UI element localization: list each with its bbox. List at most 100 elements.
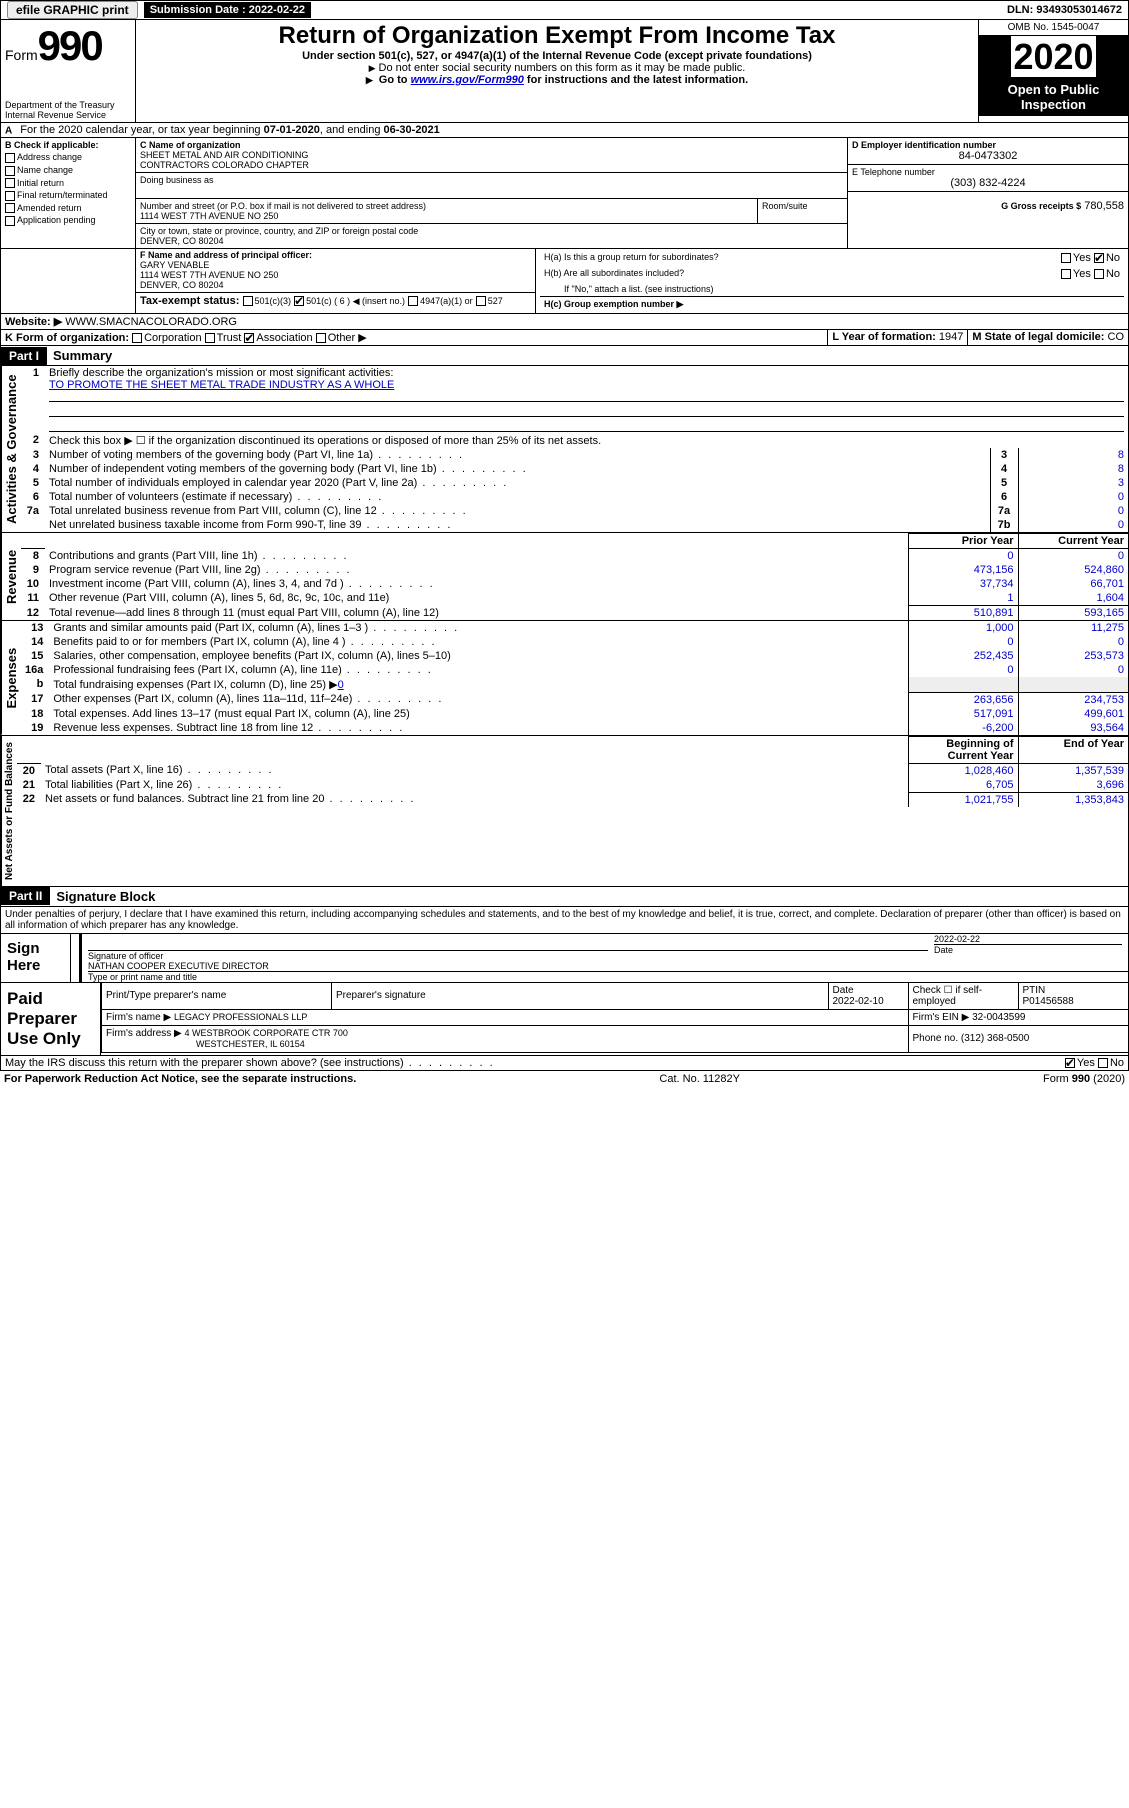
chk-527[interactable] bbox=[476, 296, 486, 306]
subtitle-1: Under section 501(c), 527, or 4947(a)(1)… bbox=[142, 50, 972, 62]
chk-trust[interactable] bbox=[205, 333, 215, 343]
side-governance: Activities & Governance bbox=[1, 366, 21, 532]
r13c: 11,275 bbox=[1018, 621, 1128, 635]
v7a: 0 bbox=[1018, 504, 1128, 518]
hb-no[interactable] bbox=[1094, 269, 1104, 279]
h-b-label: H(b) Are all subordinates included? bbox=[540, 266, 1057, 282]
dba-label: Doing business as bbox=[140, 175, 843, 185]
v3: 8 bbox=[1018, 448, 1128, 462]
r10p: 37,734 bbox=[908, 577, 1018, 591]
dln: DLN: 93493053014672 bbox=[1001, 2, 1128, 18]
r16ap: 0 bbox=[908, 663, 1018, 677]
r22p: 1,021,755 bbox=[908, 792, 1018, 807]
prep-sig-label: Preparer's signature bbox=[332, 983, 829, 1010]
ha-yes[interactable] bbox=[1061, 253, 1071, 263]
r10c: 66,701 bbox=[1018, 577, 1128, 591]
instructions-link[interactable]: www.irs.gov/Form990 bbox=[411, 74, 524, 86]
firm-addr1: 4 WESTBROOK CORPORATE CTR 700 bbox=[185, 1028, 348, 1038]
officer-print-name: NATHAN COOPER EXECUTIVE DIRECTOR bbox=[88, 961, 1128, 971]
r11c: 1,604 bbox=[1018, 591, 1128, 606]
r21p: 6,705 bbox=[908, 778, 1018, 793]
ptin: P01456588 bbox=[1023, 996, 1074, 1007]
line2: Check this box ▶ ☐ if the organization d… bbox=[45, 433, 1128, 448]
firm-ein: 32-0043599 bbox=[972, 1012, 1025, 1023]
submission-date: Submission Date : 2022-02-22 bbox=[144, 2, 311, 18]
form-word: Form bbox=[5, 47, 38, 63]
irs-label: Internal Revenue Service bbox=[5, 110, 131, 120]
discuss-yes[interactable] bbox=[1065, 1058, 1075, 1068]
box-b-header: B Check if applicable: bbox=[5, 139, 131, 151]
sign-here-label: Sign Here bbox=[1, 934, 71, 982]
r8c: 0 bbox=[1018, 549, 1128, 564]
footer-right: Form 990 (2020) bbox=[1043, 1073, 1125, 1085]
r15c: 253,573 bbox=[1018, 649, 1128, 663]
r15p: 252,435 bbox=[908, 649, 1018, 663]
r19p: -6,200 bbox=[908, 721, 1018, 735]
state-domicile: CO bbox=[1108, 331, 1125, 343]
r21c: 3,696 bbox=[1018, 778, 1128, 793]
sign-date: 2022-02-22 bbox=[934, 934, 1122, 944]
r12c: 593,165 bbox=[1018, 606, 1128, 621]
chk-amended-return[interactable]: Amended return bbox=[5, 202, 131, 215]
officer-addr2: DENVER, CO 80204 bbox=[140, 280, 531, 290]
form-title: Return of Organization Exempt From Incom… bbox=[142, 22, 972, 50]
chk-assoc[interactable] bbox=[244, 333, 254, 343]
ha-no[interactable] bbox=[1094, 253, 1104, 263]
footer-mid: Cat. No. 11282Y bbox=[659, 1073, 740, 1085]
form-number: 990 bbox=[38, 22, 102, 69]
r18p: 517,091 bbox=[908, 707, 1018, 721]
addr-label: Number and street (or P.O. box if mail i… bbox=[140, 201, 753, 211]
chk-final-return[interactable]: Final return/terminated bbox=[5, 189, 131, 202]
chk-501c3[interactable] bbox=[243, 296, 253, 306]
officer-group-block: F Name and address of principal officer:… bbox=[0, 249, 1129, 314]
v7b: 0 bbox=[1018, 518, 1128, 532]
box-d-label: D Employer identification number bbox=[852, 140, 1124, 150]
efile-label[interactable]: efile GRAPHIC print bbox=[1, 1, 144, 19]
revenue-section: Revenue Prior YearCurrent Year 8Contribu… bbox=[0, 533, 1129, 621]
r11p: 1 bbox=[908, 591, 1018, 606]
v4: 8 bbox=[1018, 462, 1128, 476]
chk-application-pending[interactable]: Application pending bbox=[5, 214, 131, 227]
chk-other[interactable] bbox=[316, 333, 326, 343]
line-a: A For the 2020 calendar year, or tax yea… bbox=[0, 123, 1129, 138]
prep-self-emp[interactable]: Check ☐ if self-employed bbox=[908, 983, 1018, 1010]
firm-name: LEGACY PROFESSIONALS LLP bbox=[174, 1012, 307, 1022]
side-expenses: Expenses bbox=[1, 621, 21, 735]
r14p: 0 bbox=[908, 635, 1018, 649]
city-label: City or town, state or province, country… bbox=[140, 226, 843, 236]
hb-yes[interactable] bbox=[1061, 269, 1071, 279]
box-g-label: G Gross receipts $ bbox=[1001, 201, 1081, 211]
r16ac: 0 bbox=[1018, 663, 1128, 677]
officer-addr1: 1114 WEST 7TH AVENUE NO 250 bbox=[140, 270, 531, 280]
r17p: 263,656 bbox=[908, 692, 1018, 707]
r20p: 1,028,460 bbox=[908, 763, 1018, 778]
addr-value: 1114 WEST 7TH AVENUE NO 250 bbox=[140, 211, 753, 221]
chk-501c[interactable] bbox=[294, 296, 304, 306]
discuss-row: May the IRS discuss this return with the… bbox=[0, 1056, 1129, 1071]
klm-row: K Form of organization: Corporation Trus… bbox=[0, 330, 1129, 346]
box-f-label: F Name and address of principal officer: bbox=[140, 250, 531, 260]
perjury-text: Under penalties of perjury, I declare th… bbox=[0, 907, 1129, 934]
chk-address-change[interactable]: Address change bbox=[5, 151, 131, 164]
footer-left: For Paperwork Reduction Act Notice, see … bbox=[4, 1073, 356, 1085]
r22c: 1,353,843 bbox=[1018, 792, 1128, 807]
chk-name-change[interactable]: Name change bbox=[5, 164, 131, 177]
chk-corp[interactable] bbox=[132, 333, 142, 343]
r18c: 499,601 bbox=[1018, 707, 1128, 721]
chk-initial-return[interactable]: Initial return bbox=[5, 177, 131, 190]
room-label: Room/suite bbox=[762, 201, 843, 211]
ein-value: 84-0473302 bbox=[852, 150, 1124, 162]
gross-receipts: 780,558 bbox=[1084, 200, 1124, 212]
open-inspection: Open to Public Inspection bbox=[979, 78, 1128, 116]
subtitle-3: Go to www.irs.gov/Form990 for instructio… bbox=[142, 74, 972, 86]
part2-header: Part II Signature Block bbox=[0, 887, 1129, 907]
prep-name-label: Print/Type preparer's name bbox=[102, 983, 332, 1010]
r12p: 510,891 bbox=[908, 606, 1018, 621]
expenses-section: Expenses 13Grants and similar amounts pa… bbox=[0, 621, 1129, 736]
print-name-label: Type or print name and title bbox=[88, 971, 1128, 982]
org-info-block: B Check if applicable: Address change Na… bbox=[0, 138, 1129, 249]
side-netassets: Net Assets or Fund Balances bbox=[1, 736, 17, 886]
discuss-no[interactable] bbox=[1098, 1058, 1108, 1068]
form-header-box: Form990 Department of the Treasury Inter… bbox=[0, 20, 1129, 123]
chk-4947[interactable] bbox=[408, 296, 418, 306]
